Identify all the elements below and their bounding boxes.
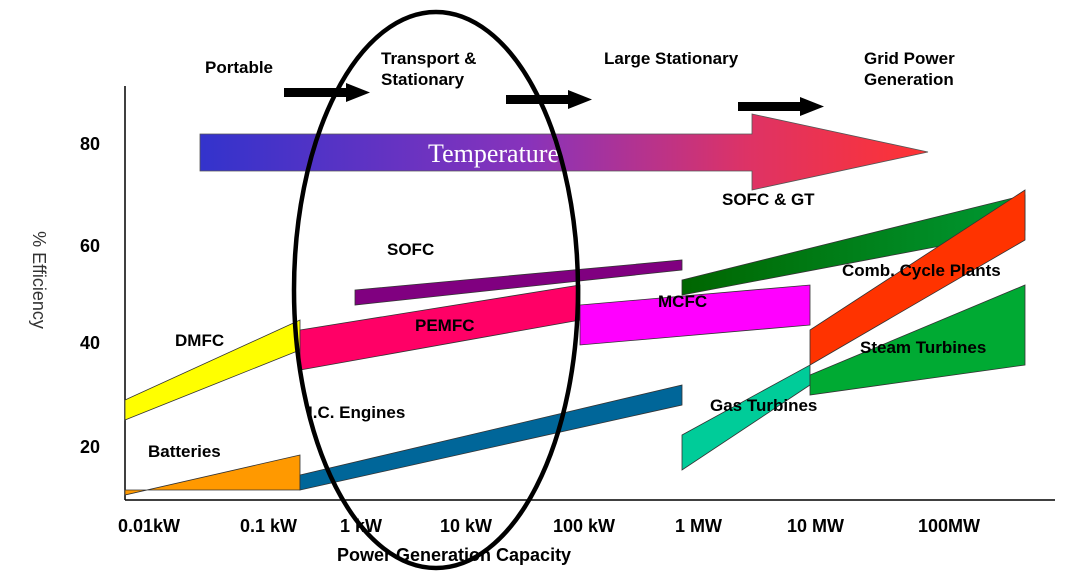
label-ic-engines: I.C. Engines xyxy=(308,403,405,422)
region-i-c-engines xyxy=(299,384,683,491)
region-gas-turbines xyxy=(681,364,811,471)
segment-portable: Portable xyxy=(205,58,273,77)
x-tick-100kw: 100 kW xyxy=(553,516,615,536)
x-tick-0-01kw: 0.01kW xyxy=(118,516,180,536)
highlight-ellipse xyxy=(291,9,581,571)
arrow-icon xyxy=(506,90,592,109)
arrow-icon xyxy=(284,83,370,102)
x-tick-10mw: 10 MW xyxy=(787,516,844,536)
segment-transport-stationary: Transport & Stationary xyxy=(381,49,476,89)
region-steam-turbines xyxy=(809,284,1026,396)
y-tick-60: 60 xyxy=(80,236,100,256)
region-batteries xyxy=(124,454,301,496)
segment-grid-power: Grid Power Generation xyxy=(864,49,955,89)
label-sofc-gt: SOFC & GT xyxy=(722,190,815,209)
label-dmfc: DMFC xyxy=(175,331,224,350)
regions xyxy=(124,189,1026,496)
label-comb-cycle: Comb. Cycle Plants xyxy=(842,261,1001,280)
arrow-icon xyxy=(738,97,824,116)
y-axis-label: % Efficiency xyxy=(29,231,49,329)
label-batteries: Batteries xyxy=(148,442,221,461)
x-tick-10kw: 10 kW xyxy=(440,516,492,536)
label-steam-turbines: Steam Turbines xyxy=(860,338,986,357)
label-gas-turbines: Gas Turbines xyxy=(710,396,817,415)
y-tick-20: 20 xyxy=(80,437,100,457)
x-tick-1mw: 1 MW xyxy=(675,516,722,536)
x-tick-0-1kw: 0.1 kW xyxy=(240,516,297,536)
label-pemfc: PEMFC xyxy=(415,316,475,335)
region-sofc xyxy=(354,259,683,306)
region-comb-cycle-plants xyxy=(809,189,1026,366)
x-tick-100mw: 100MW xyxy=(918,516,980,536)
temperature-arrow xyxy=(199,113,929,191)
segment-large-stationary: Large Stationary xyxy=(604,49,739,68)
label-sofc: SOFC xyxy=(387,240,434,259)
temperature-label: Temperature xyxy=(428,139,559,168)
region-mcfc xyxy=(579,284,811,346)
y-tick-40: 40 xyxy=(80,333,100,353)
y-tick-80: 80 xyxy=(80,134,100,154)
x-axis-title: Power Generation Capacity xyxy=(337,545,571,565)
label-mcfc: MCFC xyxy=(658,292,707,311)
